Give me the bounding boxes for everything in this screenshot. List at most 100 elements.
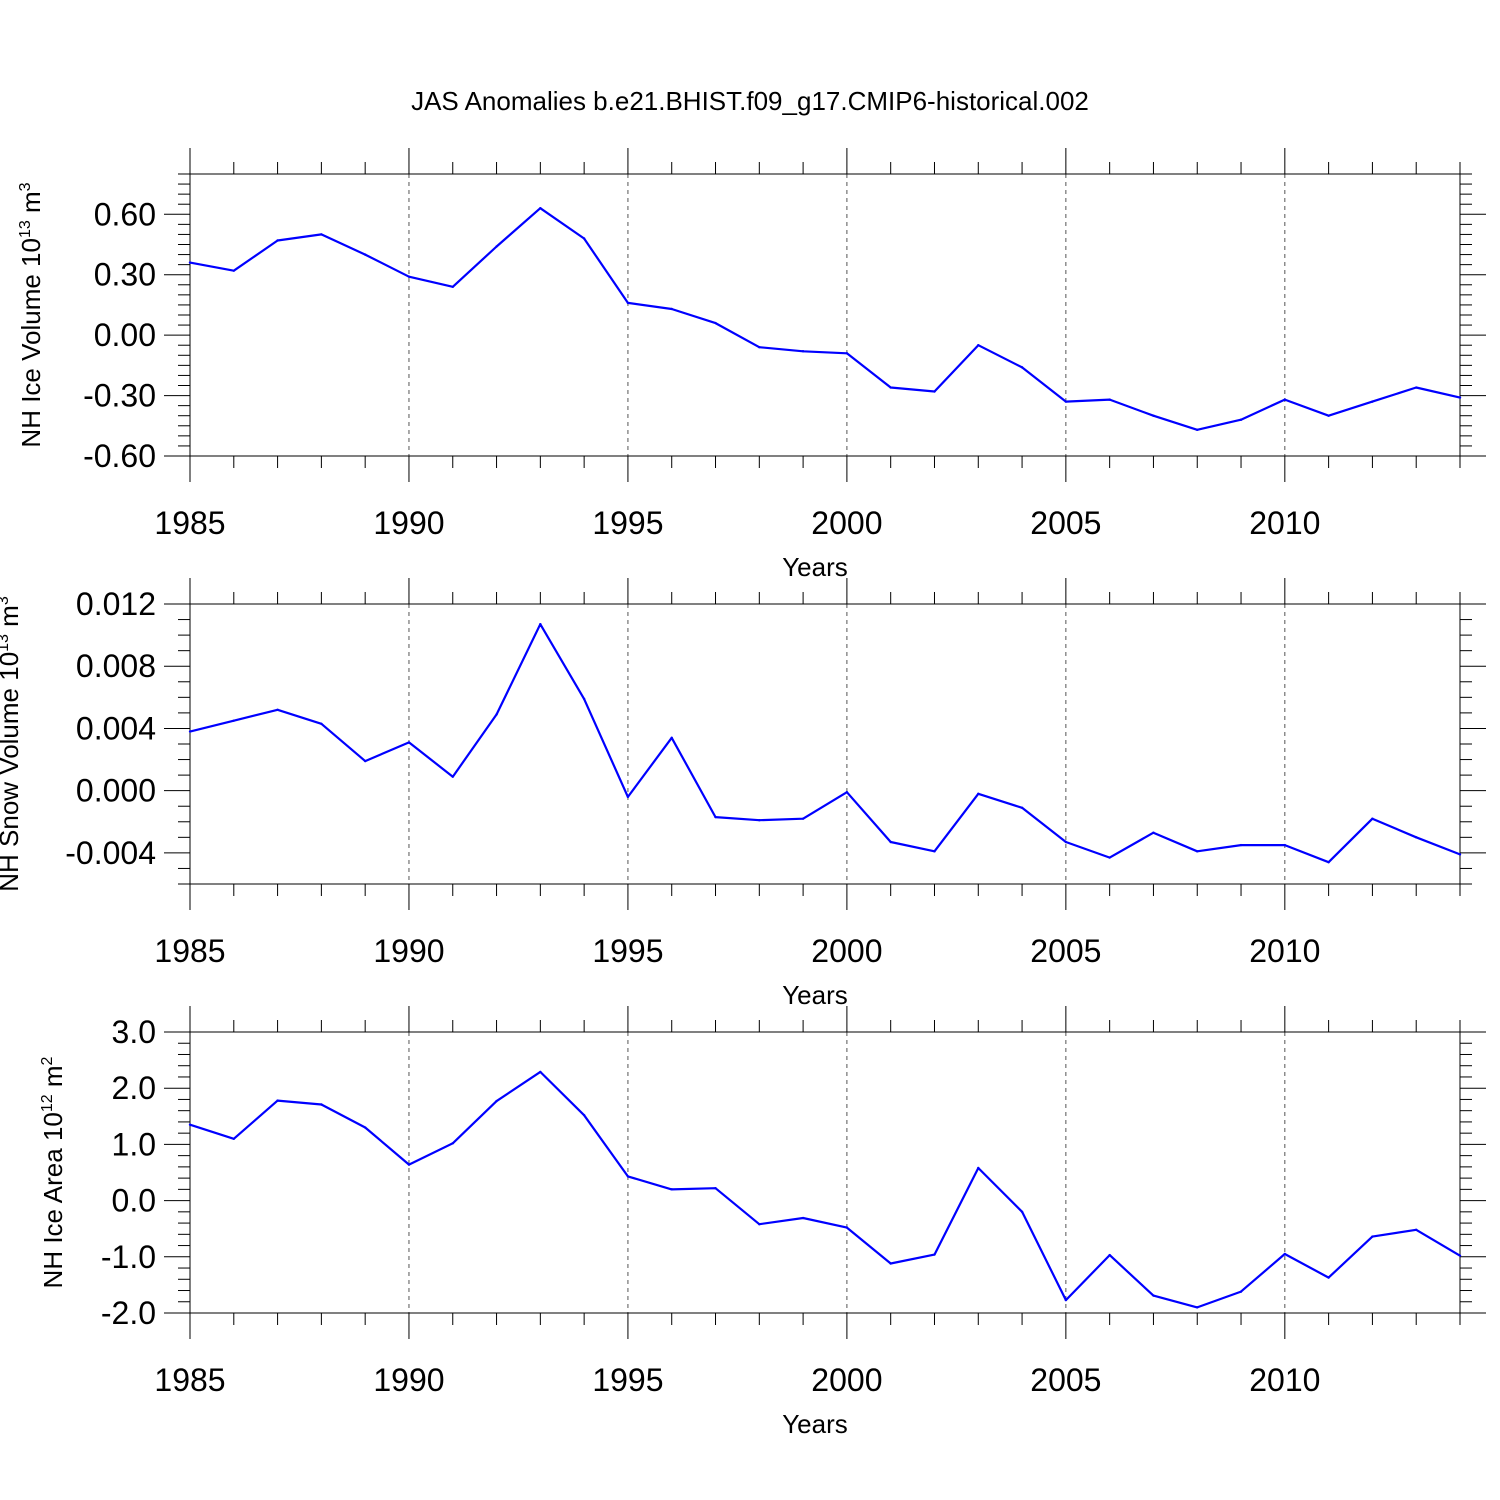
data-point-ice-area-2000 — [845, 1226, 849, 1229]
data-point-ice-area-1986 — [232, 1137, 235, 1140]
data-point-ice-volume-2005 — [1064, 400, 1068, 403]
data-point-ice-area-2011 — [1327, 1276, 1330, 1279]
y-tick-label-ice-area: 3.0 — [112, 1014, 156, 1050]
plot-frame-snow-volume — [189, 603, 1461, 885]
plot-frame-ice-area — [189, 1031, 1461, 1314]
data-point-snow-volume-2007 — [1152, 831, 1155, 834]
data-point-ice-area-2002 — [933, 1253, 936, 1256]
data-point-snow-volume-2000 — [845, 791, 849, 794]
data-point-snow-volume-1998 — [758, 819, 761, 822]
data-point-ice-area-1985 — [188, 1123, 192, 1126]
data-point-ice-area-1998 — [758, 1223, 761, 1226]
data-point-snow-volume-1988 — [320, 722, 323, 725]
data-point-ice-area-1999 — [801, 1216, 805, 1220]
data-point-snow-volume-2008 — [1196, 850, 1199, 853]
y-tick-label-snow-volume: 0.000 — [76, 773, 156, 809]
data-point-snow-volume-2004 — [1020, 806, 1024, 809]
x-tick-label-ice-volume: 2010 — [1249, 505, 1320, 541]
data-point-ice-area-1989 — [363, 1126, 367, 1129]
y-tick-label-ice-area: 2.0 — [112, 1070, 156, 1106]
x-tick-label-snow-volume: 2000 — [811, 933, 882, 969]
y-tick-label-snow-volume: 0.004 — [76, 710, 156, 746]
panels: 1985 1990 1995 2000 2005 2010 Years -0.60 -0.30 0… — [0, 148, 1486, 1439]
data-point-ice-area-1995 — [626, 1175, 630, 1178]
data-point-ice-volume-1989 — [363, 253, 367, 256]
data-point-ice-area-1994 — [582, 1113, 586, 1117]
data-point-ice-area-1987 — [276, 1099, 279, 1102]
x-tick-label-ice-area: 2000 — [811, 1362, 882, 1398]
y-tick-label-ice-volume: -0.60 — [83, 438, 156, 474]
data-point-ice-volume-2013 — [1415, 386, 1418, 389]
data-point-snow-volume-1992 — [495, 713, 498, 716]
data-point-ice-area-1991 — [451, 1142, 454, 1145]
x-tick-label-snow-volume: 2005 — [1030, 933, 1101, 969]
data-point-snow-volume-2009 — [1239, 843, 1243, 847]
x-axis-title-ice-area: Years — [782, 1409, 848, 1439]
x-tick-label-ice-area: 2005 — [1030, 1362, 1101, 1398]
data-point-ice-area-2013 — [1415, 1228, 1418, 1232]
data-point-ice-area-2004 — [1020, 1210, 1024, 1214]
x-tick-label-ice-area: 1990 — [373, 1362, 444, 1398]
panel-ice-volume: 1985 1990 1995 2000 2005 2010 Years -0.60 -0.30 0… — [16, 148, 1486, 582]
data-point-snow-volume-2011 — [1327, 861, 1330, 864]
y-tick-label-ice-area: 1.0 — [112, 1126, 156, 1162]
data-point-snow-volume-2003 — [977, 792, 980, 795]
data-point-ice-volume-1990 — [407, 275, 411, 278]
data-point-ice-volume-2011 — [1327, 414, 1330, 417]
data-point-snow-volume-1985 — [188, 730, 192, 733]
y-tick-label-ice-volume: 0.60 — [94, 196, 156, 232]
y-tick-label-snow-volume: 0.012 — [76, 586, 156, 622]
data-point-ice-volume-2014 — [1458, 396, 1462, 399]
data-point-ice-area-2001 — [889, 1262, 892, 1265]
data-point-ice-area-1993 — [539, 1070, 542, 1074]
series-line-ice-area — [189, 1070, 1461, 1309]
data-point-ice-volume-2007 — [1152, 414, 1155, 417]
data-point-ice-area-2003 — [977, 1166, 980, 1170]
x-tick-label-ice-volume: 1995 — [592, 505, 663, 541]
x-tick-label-ice-volume: 1990 — [373, 505, 444, 541]
x-axis-title-snow-volume: Years — [782, 980, 848, 1010]
data-point-ice-area-1996 — [670, 1188, 673, 1191]
data-point-ice-volume-2006 — [1108, 398, 1111, 401]
data-point-ice-volume-1993 — [539, 207, 542, 210]
data-point-snow-volume-1991 — [451, 775, 454, 778]
x-tick-label-ice-volume: 2000 — [811, 505, 882, 541]
data-point-ice-area-1992 — [495, 1099, 498, 1103]
data-point-ice-area-1997 — [714, 1187, 717, 1190]
y-tick-label-ice-volume: 0.30 — [94, 257, 156, 293]
y-tick-label-ice-area: 0.0 — [112, 1183, 156, 1219]
data-point-ice-volume-1992 — [495, 245, 498, 248]
data-point-snow-volume-1989 — [363, 759, 367, 763]
data-point-snow-volume-1999 — [801, 817, 805, 820]
panel-snow-volume: 1985 1990 1995 2000 2005 2010 Years -0.004 0.000… — [0, 578, 1486, 1010]
data-point-snow-volume-2014 — [1458, 853, 1462, 856]
data-point-ice-area-2006 — [1108, 1253, 1111, 1257]
x-axis-title-ice-volume: Years — [782, 552, 848, 582]
data-point-ice-area-2007 — [1152, 1294, 1155, 1297]
data-point-ice-area-2014 — [1458, 1254, 1462, 1257]
data-point-snow-volume-1987 — [276, 708, 279, 711]
x-tick-label-snow-volume: 1990 — [373, 933, 444, 969]
y-tick-label-snow-volume: 0.008 — [76, 648, 156, 684]
data-point-snow-volume-1993 — [539, 623, 542, 626]
data-point-snow-volume-1995 — [626, 795, 630, 799]
data-point-snow-volume-1986 — [232, 719, 235, 722]
x-tick-label-ice-area: 2010 — [1249, 1362, 1320, 1398]
data-point-snow-volume-2002 — [933, 850, 936, 853]
panel-ice-area: 1985 1990 1995 2000 2005 2010 Years -2.0 -1.0 0.0… — [38, 1006, 1486, 1439]
data-point-ice-volume-2003 — [977, 344, 980, 347]
data-point-snow-volume-1996 — [670, 736, 673, 739]
x-tick-label-snow-volume: 2010 — [1249, 933, 1320, 969]
x-tick-label-ice-volume: 2005 — [1030, 505, 1101, 541]
y-tick-label-ice-volume: 0.00 — [94, 317, 156, 353]
data-point-ice-area-1990 — [407, 1163, 411, 1166]
data-point-ice-area-2009 — [1239, 1290, 1243, 1293]
data-point-ice-volume-2000 — [845, 352, 849, 355]
data-point-snow-volume-1994 — [582, 697, 586, 701]
data-point-ice-area-1988 — [320, 1103, 323, 1106]
y-tick-label-ice-volume: -0.30 — [83, 378, 156, 414]
data-point-ice-volume-1991 — [451, 285, 454, 288]
data-point-ice-volume-1988 — [320, 233, 323, 236]
data-point-snow-volume-2012 — [1371, 817, 1374, 820]
